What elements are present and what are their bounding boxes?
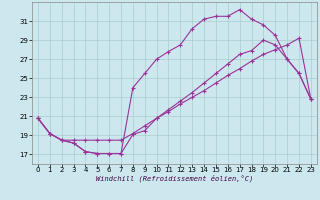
X-axis label: Windchill (Refroidissement éolien,°C): Windchill (Refroidissement éolien,°C) (96, 175, 253, 182)
